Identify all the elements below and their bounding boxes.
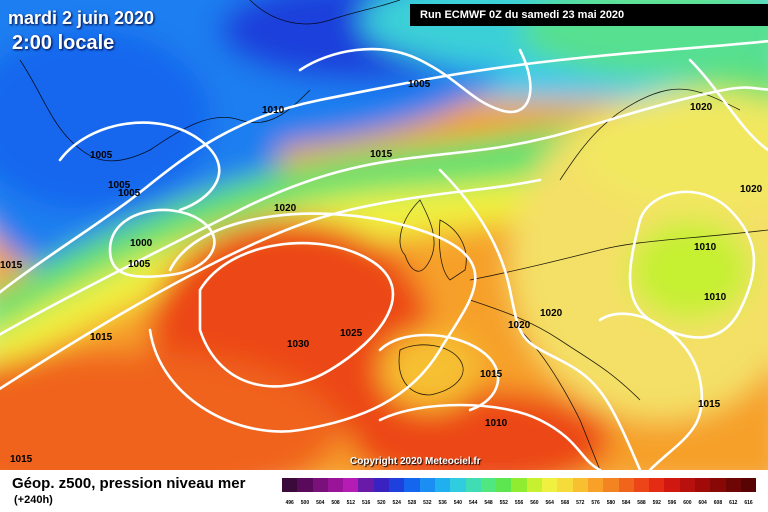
isobar-label: 1010	[485, 418, 508, 429]
legend-footer: Géop. z500, pression niveau mer (+240h) …	[0, 470, 768, 512]
isobar-label: 1020	[690, 102, 713, 113]
scale-label: 604	[698, 500, 707, 506]
scale-label: 528	[407, 500, 417, 506]
scale-swatch	[511, 478, 527, 492]
isobar-label: 1010	[704, 292, 727, 303]
isobar-label: 1015	[698, 399, 721, 410]
isobar-label: 1020	[740, 184, 763, 195]
scale-swatch	[419, 478, 435, 492]
isobar-label: 1005	[118, 188, 141, 199]
isobar-label: 1005	[408, 79, 431, 90]
isobar-label: 1015	[370, 149, 393, 160]
isobar-label: 1005	[128, 259, 151, 270]
scale-label: 580	[606, 500, 616, 506]
scale-swatch	[389, 478, 405, 492]
scale-swatch	[649, 478, 665, 492]
scale-label: 524	[392, 500, 401, 506]
scale-swatch	[633, 478, 650, 492]
isobar-labels: 1005 1010 1005 1015 1005 1005 1000 1005 …	[0, 79, 763, 465]
scale-swatch	[480, 478, 497, 492]
isobar-label: 1025	[340, 328, 363, 339]
scale-swatch	[695, 478, 711, 492]
scale-label: 596	[667, 500, 677, 506]
forecast-date: mardi 2 juin 2020	[8, 8, 155, 28]
scale-label: 592	[652, 500, 661, 506]
scale-swatch	[710, 478, 726, 492]
weather-map: 1005 1010 1005 1015 1005 1005 1000 1005 …	[0, 0, 768, 470]
scale-swatch	[465, 478, 481, 492]
model-run-banner: Run ECMWF 0Z du samedi 23 mai 2020	[410, 4, 768, 26]
scale-label: 548	[484, 500, 493, 506]
isobar-label: 1005	[90, 150, 113, 161]
scale-label: 512	[346, 500, 355, 506]
scale-swatch	[526, 478, 543, 492]
scale-swatch	[343, 478, 359, 492]
scale-label: 572	[576, 500, 585, 506]
scale-swatch	[725, 478, 741, 492]
forecast-time: 2:00 locale	[12, 32, 115, 54]
legend-title: Géop. z500, pression niveau mer	[12, 475, 246, 492]
scale-swatch	[740, 478, 757, 492]
scale-swatch	[679, 478, 696, 492]
scale-label: 616	[744, 500, 753, 506]
color-scale	[282, 478, 757, 492]
isobar-label: 1030	[287, 339, 310, 350]
color-scale-labels: 496 500 504 508 512 516 520 524 528 532 536 540 544 5…	[282, 500, 756, 506]
scale-swatch	[434, 478, 451, 492]
scale-label: 520	[377, 500, 386, 506]
scale-swatch	[358, 478, 374, 492]
isobar-label: 1020	[274, 203, 297, 214]
isobar-label: 1000	[130, 238, 153, 249]
scale-label: 556	[514, 500, 524, 506]
isobar-label: 1015	[480, 369, 503, 380]
scale-swatch	[496, 478, 512, 492]
scale-swatch	[557, 478, 573, 492]
scale-label: 540	[453, 500, 463, 506]
scale-swatch	[603, 478, 619, 492]
geopotential-field	[0, 0, 768, 470]
scale-swatch	[587, 478, 604, 492]
scale-swatch	[572, 478, 588, 492]
isobar-label: 1015	[90, 332, 113, 343]
scale-swatch	[327, 478, 344, 492]
scale-swatch	[312, 478, 328, 492]
coastlines	[19, 0, 768, 470]
scale-swatch	[542, 478, 558, 492]
scale-swatch	[450, 478, 466, 492]
scale-label: 552	[499, 500, 508, 506]
scale-swatch	[664, 478, 680, 492]
scale-label: 588	[637, 500, 646, 506]
scale-swatch	[297, 478, 313, 492]
scale-label: 504	[316, 500, 325, 506]
isobar-lines	[0, 39, 768, 470]
scale-label: 496	[285, 500, 294, 506]
scale-label: 584	[622, 500, 631, 506]
lead-time: (+240h)	[14, 494, 53, 506]
scale-swatch	[404, 478, 420, 492]
scale-label: 500	[300, 500, 310, 506]
scale-label: 532	[423, 500, 432, 506]
scale-label: 576	[591, 500, 600, 506]
isobar-label: 1010	[694, 242, 717, 253]
isobar-label: 1015	[0, 260, 23, 271]
scale-label: 612	[729, 500, 738, 506]
scale-label: 560	[530, 500, 539, 506]
isobar-label: 1020	[508, 320, 531, 331]
scale-label: 536	[438, 500, 447, 506]
scale-label: 608	[713, 500, 723, 506]
scale-swatch	[373, 478, 390, 492]
isobar-label: 1010	[262, 105, 285, 116]
copyright: Copyright 2020 Meteociel.fr	[350, 456, 481, 467]
scale-swatch	[282, 478, 298, 492]
scale-swatch	[618, 478, 634, 492]
isobar-label: 1005	[108, 180, 131, 191]
scale-label: 600	[683, 500, 692, 506]
scale-label: 568	[560, 500, 570, 506]
isobar-label: 1020	[540, 308, 563, 319]
scale-label: 564	[545, 500, 554, 506]
scale-label: 508	[331, 500, 340, 506]
isobar-label: 1015	[10, 454, 33, 465]
scale-label: 544	[469, 500, 478, 506]
scale-label: 516	[361, 500, 371, 506]
